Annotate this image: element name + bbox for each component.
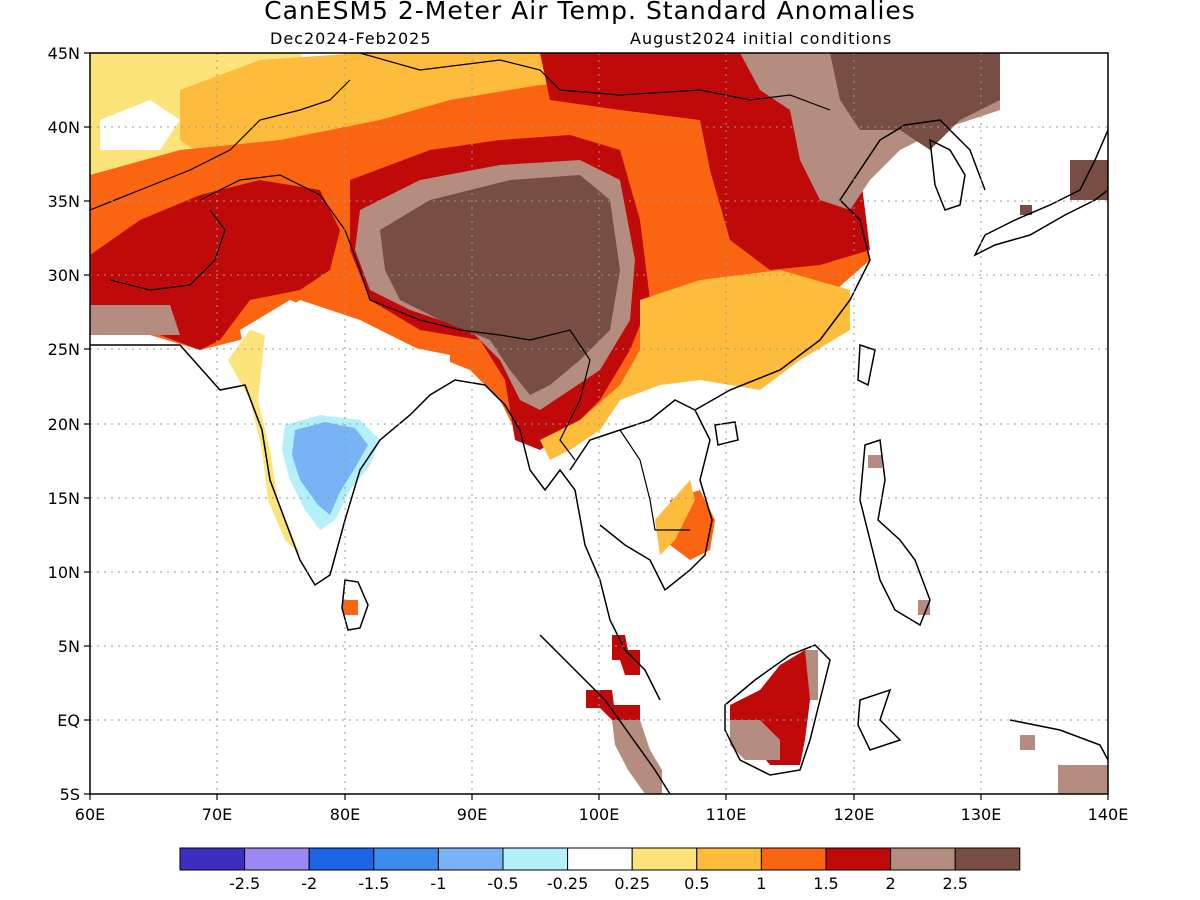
coastline-indochina [569, 399, 713, 592]
lon-label: 120E [834, 805, 875, 824]
axis-ticks [84, 52, 1109, 800]
coastline-japan [973, 129, 1108, 257]
lat-label: 40N [48, 118, 80, 137]
colorbar-swatch [437, 847, 504, 871]
colorbar-swatch [760, 847, 827, 871]
lon-labels: 60E 70E 80E 90E 100E 110E 120E 130E 140E [75, 805, 1129, 824]
coastline-philippines [859, 438, 931, 627]
colorbar-label: -0.25 [547, 874, 588, 893]
border-pakistan [109, 209, 226, 291]
lat-labels: 45N 40N 35N 30N 25N 20N 15N 10N 5N EQ 5S [48, 44, 80, 804]
lat-label: 5S [60, 785, 80, 804]
lon-label: 100E [579, 805, 620, 824]
lat-label: 25N [48, 340, 80, 359]
colorbar-swatch [631, 847, 698, 871]
anomaly-light-brown-borneo [730, 720, 780, 760]
chart-title: CanESM5 2-Meter Air Temp. Standard Anoma… [264, 0, 916, 25]
lat-label: 30N [48, 266, 80, 285]
anomaly-field [90, 53, 1108, 794]
colorbar-label: -2 [301, 874, 317, 893]
colorbar-label: 2 [886, 874, 896, 893]
colorbar-label: -2.5 [229, 874, 260, 893]
anomaly-light-blue-india [292, 422, 368, 515]
lon-label: 80E [330, 805, 360, 824]
initial-conditions: August2024 initial conditions [630, 29, 893, 48]
lat-label: 45N [48, 44, 80, 63]
colorbar-label: 0.25 [614, 874, 650, 893]
anomaly-dark-brown-tibet [380, 175, 620, 395]
border-myanmar-thailand [499, 329, 591, 461]
forecast-period: Dec2024-Feb2025 [270, 29, 432, 48]
coastline-borneo [724, 644, 831, 776]
coastline-sri-lanka [341, 579, 369, 631]
colorbar-label: 1.5 [813, 874, 838, 893]
coastline-sulawesi-new-guinea [857, 688, 1108, 761]
coastline-korea [929, 138, 966, 211]
anomaly-red-malaya [612, 635, 640, 675]
colorbar-swatch [502, 847, 569, 871]
lon-label: 70E [202, 805, 232, 824]
coastline-south-asia [90, 344, 661, 701]
anomaly-brown-philippines [868, 455, 1108, 794]
anomaly-brown-japan [1020, 160, 1108, 215]
colorbar-swatch [954, 847, 1021, 871]
coastlines [90, 119, 1108, 794]
lon-label: 60E [75, 805, 105, 824]
anomaly-light-brown-borneo-ne [805, 650, 818, 700]
colorbar-swatch [696, 847, 762, 871]
lat-label: 35N [48, 192, 80, 211]
anomaly-neutral-nw [100, 100, 180, 150]
anomaly-yellow-orange-south-china [540, 270, 850, 460]
lon-label: 90E [457, 805, 487, 824]
lat-label: 15N [48, 489, 80, 508]
lat-label: EQ [57, 711, 80, 730]
colorbar-swatch [244, 847, 310, 871]
lon-label: 110E [706, 805, 747, 824]
lat-label: 5N [58, 637, 80, 656]
border-central-asia [90, 79, 351, 211]
anomaly-light-brown-west [90, 305, 180, 335]
anomaly-light-brown-sumatra [612, 720, 662, 794]
colorbar-swatch [825, 847, 892, 871]
anomaly-yellow-vietnam [655, 480, 695, 555]
graticule [90, 53, 1108, 794]
anomaly-red-sumatra [586, 690, 640, 720]
anomaly-dark-brown-northeast [830, 53, 1000, 150]
colorbar-swatch [890, 847, 956, 871]
lon-label: 140E [1088, 805, 1129, 824]
colorbar-label: -0.5 [487, 874, 518, 893]
border-china-north [359, 53, 831, 111]
coastline-taiwan [857, 343, 876, 387]
colorbar-swatch [179, 847, 246, 871]
anomaly-orange-sri-lanka [343, 600, 358, 615]
colorbar-label: 2.5 [942, 874, 967, 893]
lat-label: 20N [48, 415, 80, 434]
coastline-sumatra [539, 634, 671, 794]
colorbar-label: 1 [756, 874, 766, 893]
coastline-hainan [714, 421, 739, 446]
colorbar-labels: -2.5 -2 -1.5 -1 -0.5 -0.25 0.25 0.5 1 1.… [229, 874, 968, 893]
border-himalaya [199, 174, 501, 336]
colorbar [179, 847, 1021, 871]
country-borders [90, 53, 831, 531]
coastline-china [694, 119, 986, 411]
colorbar-label: -1.5 [358, 874, 389, 893]
lon-label: 130E [961, 805, 1002, 824]
border-laos-vietnam [619, 429, 690, 531]
colorbar-swatch [308, 847, 375, 871]
lat-label: 10N [48, 563, 80, 582]
colorbar-swatch [567, 847, 633, 871]
colorbar-label: -1 [430, 874, 446, 893]
colorbar-label: 0.5 [684, 874, 709, 893]
colorbar-swatch [373, 847, 439, 871]
